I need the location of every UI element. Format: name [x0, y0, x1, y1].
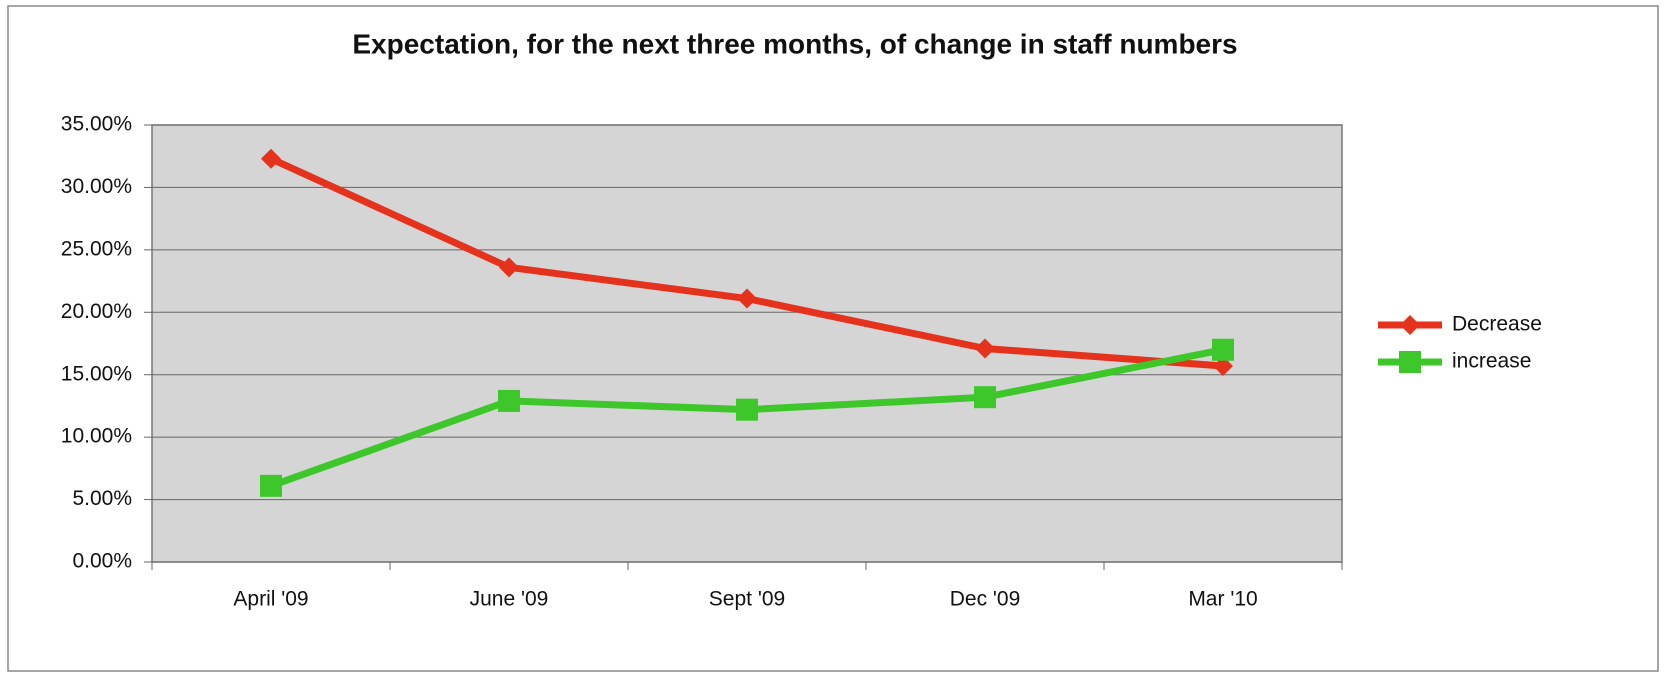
- data-point: [974, 386, 996, 409]
- data-point: [1212, 338, 1234, 361]
- data-point: [498, 389, 520, 412]
- data-point: [736, 398, 758, 421]
- x-tick-label: June '09: [470, 588, 549, 611]
- y-tick-label: 30.00%: [61, 175, 132, 198]
- y-tick-label: 10.00%: [61, 425, 132, 448]
- y-tick-label: 35.00%: [61, 113, 132, 136]
- legend-label: Decrease: [1452, 313, 1542, 336]
- y-tick-label: 20.00%: [61, 300, 132, 323]
- y-tick-label: 5.00%: [72, 487, 132, 510]
- data-point: [737, 288, 757, 309]
- x-tick-label: Mar '10: [1188, 588, 1257, 611]
- legend-label: increase: [1452, 350, 1531, 373]
- x-tick-label: Sept '09: [709, 588, 785, 611]
- legend-marker: [1400, 315, 1420, 335]
- y-tick-label: 15.00%: [61, 362, 132, 385]
- y-tick-label: 0.00%: [72, 550, 132, 573]
- x-tick-label: April '09: [233, 588, 308, 611]
- data-point: [1213, 355, 1233, 376]
- data-point: [975, 338, 995, 359]
- x-tick-label: Dec '09: [950, 588, 1021, 611]
- y-tick-label: 25.00%: [61, 237, 132, 260]
- data-point: [261, 148, 281, 169]
- chart-title: Expectation, for the next three months, …: [352, 28, 1237, 59]
- plot-area: [151, 124, 1343, 563]
- data-point: [499, 257, 519, 278]
- data-point: [260, 474, 282, 497]
- legend-marker: [1399, 351, 1421, 373]
